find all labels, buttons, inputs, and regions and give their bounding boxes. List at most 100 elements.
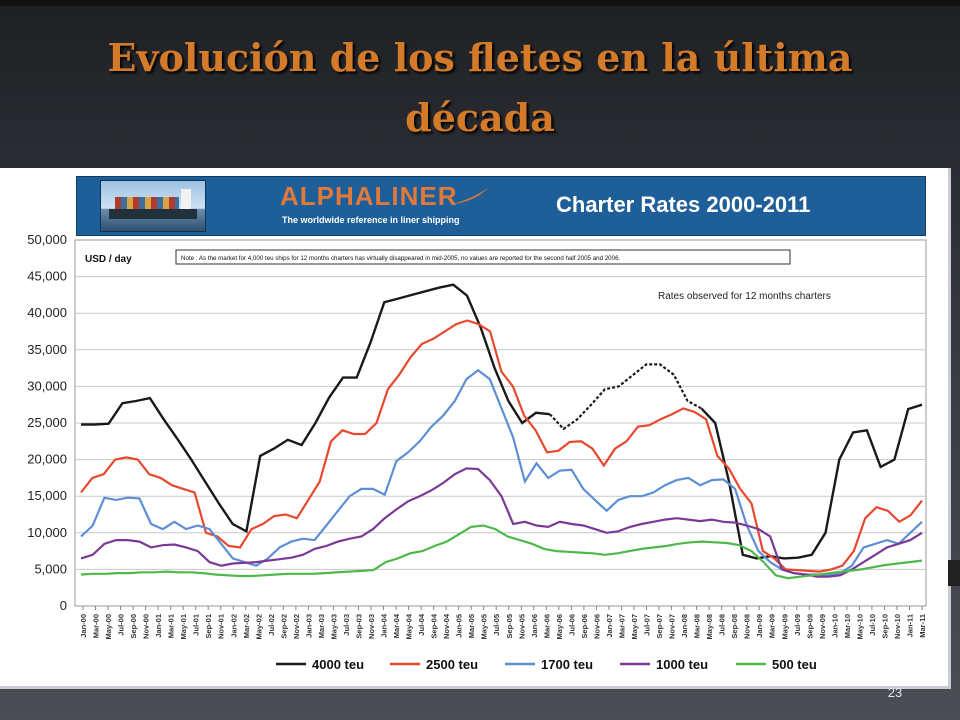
x-tick-label: Jan-00 <box>79 614 88 638</box>
slide-title-line-1: Evolución de los fletes en la última <box>107 35 853 80</box>
x-tick-label: Mar-02 <box>242 614 251 638</box>
brand-logo-text: ALPHALINER <box>280 181 458 211</box>
x-tick-label: Jan-03 <box>304 614 313 638</box>
x-tick-label: Nov-09 <box>818 614 827 639</box>
x-tick-label: Nov-00 <box>142 614 151 639</box>
x-tick-label: Jul-09 <box>793 614 802 636</box>
y-tick-label: 15,000 <box>27 488 67 503</box>
x-tick-label: May-04 <box>405 613 414 639</box>
y-tick-label: 40,000 <box>27 305 67 320</box>
x-tick-label: Jul-02 <box>267 614 276 636</box>
x-tick-label: Nov-07 <box>668 614 677 639</box>
x-tick-label: Jul-00 <box>117 614 126 636</box>
x-tick-label: Sep-08 <box>730 614 739 639</box>
x-tick-label: Jul-08 <box>718 614 727 636</box>
x-tick-label: May-09 <box>780 614 789 639</box>
x-tick-label: Sep-04 <box>430 613 439 638</box>
y-tick-label: 30,000 <box>27 378 67 393</box>
x-tick-label: May-02 <box>254 614 263 639</box>
x-tick-label: Jul-06 <box>567 614 576 636</box>
series-line <box>80 524 923 580</box>
x-tick-label: Sep-07 <box>655 614 664 639</box>
x-tick-label: Nov-02 <box>292 614 301 639</box>
x-tick-label: Mar-11 <box>918 614 927 638</box>
x-tick-label: Jul-03 <box>342 614 351 636</box>
x-tick-label: Jan-09 <box>755 614 764 638</box>
legend-label: 1700 teu <box>541 657 593 672</box>
y-tick-label: 5,000 <box>34 561 67 576</box>
rates-annotation: Rates observed for 12 months charters <box>658 291 831 302</box>
x-tick-label: Jan-02 <box>229 614 238 638</box>
series-line-dashed <box>548 363 702 431</box>
x-tick-label: Sep-00 <box>129 614 138 639</box>
x-tick-label: Sep-01 <box>204 614 213 639</box>
y-tick-label: 10,000 <box>27 525 67 540</box>
ship-bridge <box>181 189 191 209</box>
x-tick-label: Sep-06 <box>580 614 589 639</box>
x-tick-label: Mar-05 <box>467 614 476 638</box>
legend-label: 500 teu <box>772 657 817 672</box>
x-tick-label: Sep-09 <box>805 614 814 639</box>
x-tick-label: May-08 <box>705 614 714 639</box>
note-box <box>175 249 791 265</box>
x-tick-label: May-10 <box>855 614 864 639</box>
x-tick-label: Mar-08 <box>693 614 702 638</box>
x-tick-label: Jan-08 <box>680 614 689 638</box>
y-tick-label: 50,000 <box>27 232 67 247</box>
series-line <box>700 403 923 560</box>
chart-banner <box>76 176 926 236</box>
series-line <box>80 467 923 578</box>
x-tick-label: Nov-03 <box>367 614 376 639</box>
x-tick-label: Jul-07 <box>643 614 652 636</box>
slide-title-line-2: década <box>405 95 555 140</box>
x-tick-label: Jan-01 <box>154 614 163 638</box>
x-tick-label: Mar-01 <box>167 614 176 638</box>
x-tick-label: May-07 <box>630 614 639 639</box>
x-tick-label: Jan-10 <box>830 614 839 638</box>
x-tick-label: Mar-03 <box>317 614 326 638</box>
x-tick-label: Sep-03 <box>354 614 363 639</box>
x-tick-label: Mar-07 <box>617 614 626 638</box>
x-tick-label: Sep-10 <box>880 614 889 639</box>
note-text: Note : As the market for 4,000 teu ships… <box>181 255 621 262</box>
legend-label: 2500 teu <box>426 657 478 672</box>
x-tick-label: Jan-05 <box>455 614 464 638</box>
ship-image <box>100 180 206 232</box>
x-tick-label: Jan-04 <box>380 613 389 638</box>
x-tick-label: Jan-07 <box>605 614 614 638</box>
series-line <box>81 283 550 534</box>
x-tick-label: Jan-06 <box>530 614 539 638</box>
x-tick-label: May-03 <box>329 614 338 639</box>
x-tick-label: Jan-11 <box>905 614 914 637</box>
x-tick-label: Mar-00 <box>92 614 101 638</box>
y-tick-label: 20,000 <box>27 452 67 467</box>
y-axis-label: USD / day <box>85 254 132 265</box>
x-tick-label: Nov-01 <box>217 614 226 639</box>
ship-hull <box>109 209 197 219</box>
x-tick-label: May-06 <box>555 614 564 639</box>
y-tick-label: 45,000 <box>27 269 67 284</box>
series-line <box>80 319 923 573</box>
page-number: 23 <box>887 685 903 700</box>
y-tick-label: 35,000 <box>27 342 67 357</box>
x-tick-label: Sep-05 <box>505 614 514 639</box>
x-tick-label: Mar-10 <box>843 614 852 638</box>
x-tick-label: Nov-04 <box>442 613 451 639</box>
x-tick-label: May-00 <box>104 614 113 639</box>
y-tick-label: 0 <box>60 598 67 613</box>
x-tick-label: Mar-04 <box>392 613 401 638</box>
x-tick-label: May-01 <box>179 614 188 639</box>
y-tick-label: 25,000 <box>27 415 67 430</box>
slide-title: Evolución de los fletes en la última déc… <box>0 28 960 148</box>
legend-label: 1000 teu <box>656 657 708 672</box>
x-tick-label: Jul-05 <box>492 614 501 636</box>
legend-label: 4000 teu <box>312 657 364 672</box>
x-tick-label: Jul-01 <box>192 614 201 636</box>
x-tick-label: Sep-02 <box>279 614 288 639</box>
x-tick-label: Jul-04 <box>417 613 426 636</box>
x-tick-label: Mar-06 <box>542 614 551 638</box>
x-tick-label: Nov-08 <box>743 614 752 639</box>
x-tick-label: Nov-10 <box>893 614 902 639</box>
banner-title: Charter Rates 2000-2011 <box>556 192 811 217</box>
